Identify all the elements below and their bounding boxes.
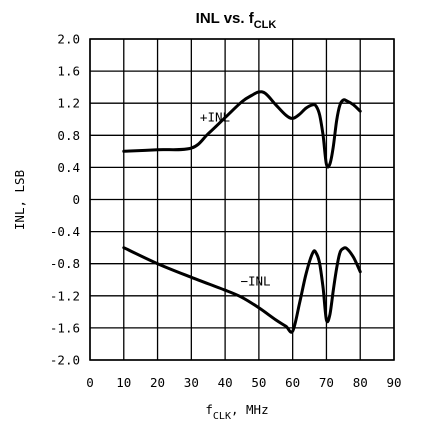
x-tick-label: 10: [116, 375, 131, 390]
y-tick-label: -0.4: [50, 224, 80, 239]
series-line-minus-inl: [122, 246, 362, 334]
y-tick-label: 0.4: [57, 160, 80, 175]
y-tick-label: 0.8: [57, 128, 80, 143]
y-tick-label: 2.0: [57, 32, 80, 47]
series-label: +INL: [200, 110, 230, 125]
x-tick-label: 60: [285, 375, 300, 390]
plot-frame: [89, 38, 395, 361]
x-axis-title: fCLK, MHz: [205, 402, 268, 422]
y-tick-label: 1.2: [57, 96, 80, 111]
x-tick-label: 30: [184, 375, 199, 390]
y-tick-labels: 2.0 1.6 1.2 0.8 0.4 0 -0.4 -0.8 -1.2 -1.6 -2.0: [50, 32, 80, 368]
chart-title: INL vs. fCLK: [196, 10, 277, 31]
x-tick-label: 20: [150, 375, 165, 390]
y-tick-label: 0: [72, 192, 80, 207]
y-tick-label: -0.8: [50, 256, 80, 271]
series-annotations: +INL −INL: [200, 110, 271, 289]
x-tick-label: 50: [251, 375, 266, 390]
x-tick-label: 40: [218, 375, 233, 390]
x-tick-label: 90: [386, 375, 401, 390]
x-tick-label: 70: [319, 375, 334, 390]
y-tick-label: -1.2: [50, 288, 80, 303]
y-tick-label: -2.0: [50, 353, 80, 368]
grid: [89, 38, 395, 361]
series: [122, 90, 362, 334]
x-tick-label: 80: [353, 375, 368, 390]
series-label: −INL: [240, 273, 270, 288]
x-tick-label: 0: [86, 375, 94, 390]
series-line-plusminus-inl: [122, 90, 362, 169]
y-tick-label: -1.6: [50, 320, 80, 335]
x-tick-labels: 0 10 20 30 40 50 60 70 80 90: [86, 375, 401, 390]
y-axis-title: INL, LSB: [12, 170, 27, 230]
y-tick-label: 1.6: [57, 64, 80, 79]
